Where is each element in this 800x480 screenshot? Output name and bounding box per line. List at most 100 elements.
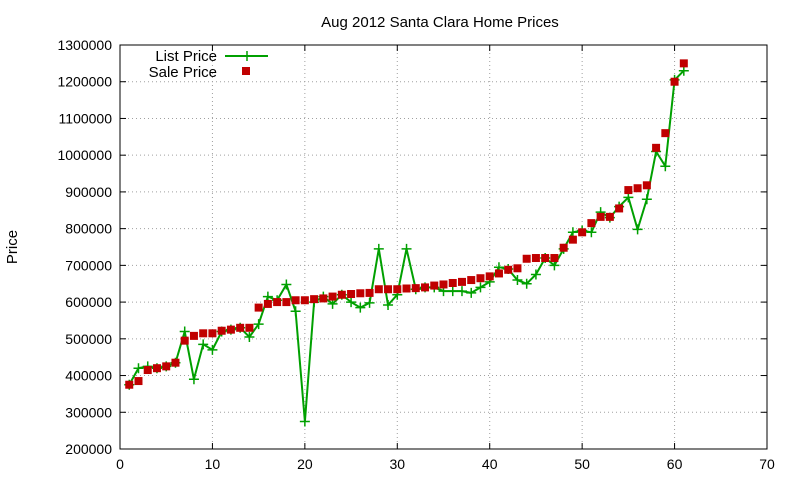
point-sale-price <box>208 329 217 338</box>
point-sale-price <box>531 254 540 263</box>
point-sale-price <box>642 181 651 190</box>
point-sale-price <box>467 276 476 285</box>
point-sale-price <box>550 254 559 263</box>
legend-marker-sale-price <box>242 67 250 75</box>
y-tick-label: 900000 <box>65 184 112 200</box>
point-list-price <box>401 243 412 254</box>
point-sale-price <box>476 274 485 283</box>
y-tick-label: 1300000 <box>57 37 112 53</box>
point-sale-price <box>457 277 466 286</box>
point-sale-price <box>559 243 568 252</box>
point-list-price <box>530 269 541 280</box>
point-list-price <box>281 279 292 290</box>
legend: List Price Sale Price <box>149 48 268 81</box>
point-sale-price <box>661 129 670 138</box>
point-list-price <box>179 326 190 337</box>
chart-title: Aug 2012 Santa Clara Home Prices <box>321 14 559 31</box>
point-sale-price <box>337 290 346 299</box>
x-tick-label: 20 <box>297 456 313 472</box>
point-sale-price <box>541 254 550 263</box>
point-sale-price <box>522 254 531 263</box>
point-sale-price <box>430 281 439 290</box>
point-sale-price <box>494 269 503 278</box>
point-list-price <box>327 298 338 309</box>
legend-label-list-price: List Price <box>155 48 217 65</box>
point-sale-price <box>134 377 143 386</box>
point-sale-price <box>384 285 393 294</box>
legend-label-sale-price: Sale Price <box>149 64 217 81</box>
point-list-price <box>512 275 523 286</box>
point-sale-price <box>291 296 300 305</box>
point-sale-price <box>393 285 402 294</box>
point-list-price <box>521 278 532 289</box>
y-tick-label: 600000 <box>65 294 112 310</box>
point-sale-price <box>254 303 263 312</box>
point-list-price <box>466 287 477 298</box>
y-tick-label: 200000 <box>65 441 112 457</box>
point-sale-price <box>652 143 661 152</box>
point-sale-price <box>365 288 374 297</box>
point-sale-price <box>217 326 226 335</box>
point-list-price <box>253 319 264 330</box>
point-sale-price <box>421 283 430 292</box>
point-sale-price <box>125 380 134 389</box>
point-sale-price <box>504 265 513 274</box>
point-sale-price <box>180 336 189 345</box>
point-sale-price <box>411 284 420 293</box>
point-list-price <box>475 282 486 293</box>
point-sale-price <box>189 331 198 340</box>
point-sale-price <box>236 323 245 332</box>
x-tick-label: 10 <box>205 456 221 472</box>
point-sale-price <box>245 323 254 332</box>
y-tick-label: 1200000 <box>57 74 112 90</box>
point-sale-price <box>568 235 577 244</box>
point-list-price <box>549 260 560 271</box>
x-tick-label: 60 <box>667 456 683 472</box>
point-sale-price <box>199 329 208 338</box>
point-sale-price <box>162 362 171 371</box>
x-tick-label: 50 <box>574 456 590 472</box>
y-tick-label: 400000 <box>65 368 112 384</box>
point-list-price <box>623 192 634 203</box>
y-tick-label: 500000 <box>65 331 112 347</box>
point-list-price <box>447 286 458 297</box>
legend-marker-list-price <box>242 51 252 61</box>
x-tick-label: 70 <box>759 456 775 472</box>
point-list-price <box>299 416 310 427</box>
point-list-price <box>632 224 643 235</box>
point-sale-price <box>319 294 328 303</box>
y-axis-label: Price <box>4 230 21 264</box>
point-list-price <box>373 243 384 254</box>
point-sale-price <box>615 204 624 213</box>
point-sale-price <box>273 298 282 307</box>
x-tick-label: 40 <box>482 456 498 472</box>
point-sale-price <box>171 358 180 367</box>
point-list-price <box>198 339 209 350</box>
point-sale-price <box>282 298 291 307</box>
point-sale-price <box>578 228 587 237</box>
point-sale-price <box>143 366 152 375</box>
point-list-price <box>355 302 366 313</box>
point-sale-price <box>448 278 457 287</box>
point-list-price <box>456 286 467 297</box>
y-tick-label: 800000 <box>65 221 112 237</box>
point-list-price <box>207 344 218 355</box>
point-sale-price <box>310 295 319 304</box>
y-tick-label: 1100000 <box>59 110 113 126</box>
point-list-price <box>133 363 144 374</box>
point-list-price <box>678 65 689 76</box>
plot-frame <box>119 44 768 450</box>
point-sale-price <box>263 299 272 308</box>
x-tick-label: 30 <box>389 456 405 472</box>
point-list-price <box>290 306 301 317</box>
x-tick-label: 0 <box>116 456 124 472</box>
point-sale-price <box>347 290 356 299</box>
point-list-price <box>364 297 375 308</box>
point-sale-price <box>624 186 633 195</box>
point-list-price <box>188 374 199 385</box>
series-layer <box>124 59 689 427</box>
point-sale-price <box>226 325 235 334</box>
point-list-price <box>660 161 671 172</box>
point-sale-price <box>152 364 161 373</box>
